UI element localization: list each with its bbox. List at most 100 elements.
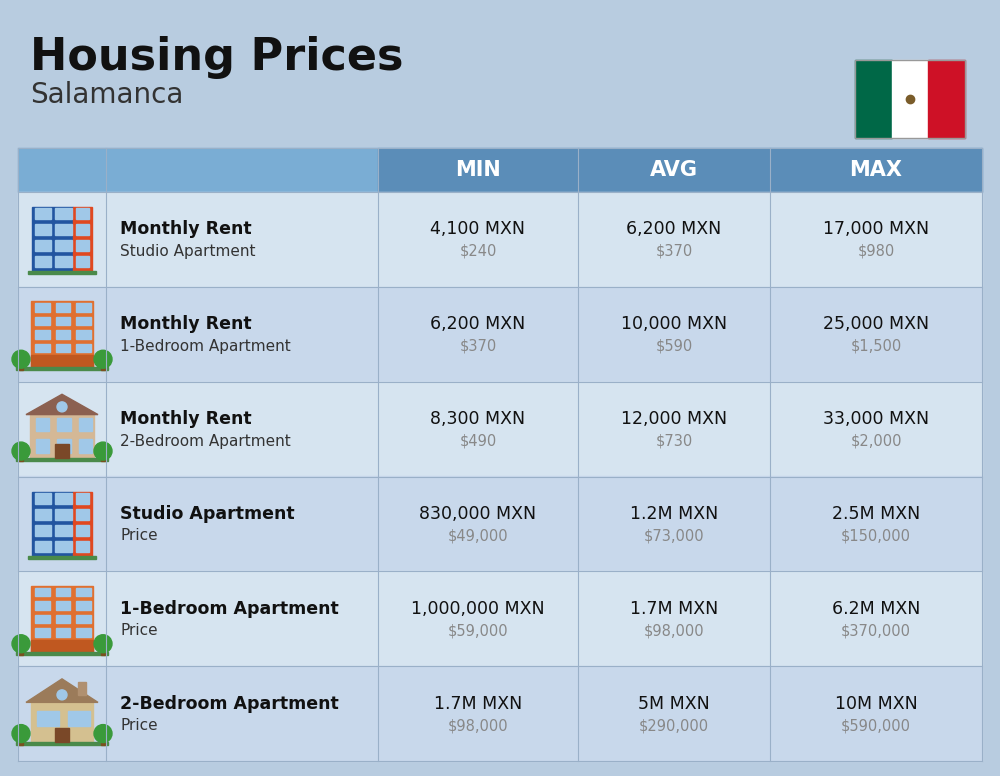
- Bar: [578, 382, 770, 476]
- Bar: [35, 209, 51, 220]
- Bar: [76, 541, 89, 552]
- Text: $73,000: $73,000: [644, 528, 704, 543]
- Bar: [35, 541, 51, 552]
- Bar: [35, 493, 51, 504]
- Bar: [378, 666, 578, 761]
- Bar: [16, 652, 108, 655]
- Bar: [35, 256, 51, 268]
- Polygon shape: [26, 394, 98, 414]
- Text: Housing Prices: Housing Prices: [30, 36, 404, 79]
- Bar: [76, 509, 89, 520]
- Circle shape: [57, 690, 67, 700]
- Bar: [36, 417, 49, 431]
- Text: $150,000: $150,000: [841, 528, 911, 543]
- Bar: [76, 331, 91, 339]
- Bar: [68, 711, 90, 726]
- Bar: [76, 317, 91, 325]
- Text: Studio Apartment: Studio Apartment: [120, 244, 256, 259]
- Bar: [18, 476, 378, 571]
- Text: Salamanca: Salamanca: [30, 81, 183, 109]
- Bar: [18, 382, 378, 476]
- Bar: [55, 728, 69, 742]
- Bar: [35, 587, 50, 596]
- Bar: [378, 382, 578, 476]
- Bar: [770, 382, 982, 476]
- Bar: [55, 224, 72, 235]
- Text: $370,000: $370,000: [841, 623, 911, 638]
- Bar: [101, 451, 105, 461]
- Bar: [578, 148, 770, 192]
- Bar: [35, 525, 51, 536]
- Text: 6.2M MXN: 6.2M MXN: [832, 600, 920, 618]
- Bar: [55, 256, 72, 268]
- Text: 33,000 MXN: 33,000 MXN: [823, 410, 929, 428]
- Circle shape: [57, 402, 67, 412]
- Bar: [770, 571, 982, 666]
- Bar: [55, 541, 72, 552]
- Text: $2,000: $2,000: [850, 434, 902, 449]
- Circle shape: [12, 350, 30, 369]
- Bar: [56, 615, 70, 623]
- Text: $1,500: $1,500: [850, 339, 902, 354]
- Bar: [76, 587, 91, 596]
- Bar: [76, 209, 89, 220]
- Bar: [770, 666, 982, 761]
- Bar: [57, 417, 71, 431]
- Circle shape: [12, 442, 30, 460]
- Bar: [79, 417, 92, 431]
- Bar: [101, 644, 105, 655]
- Text: 2-Bedroom Apartment: 2-Bedroom Apartment: [120, 695, 339, 712]
- Text: $980: $980: [857, 244, 895, 259]
- Bar: [78, 682, 86, 695]
- Circle shape: [94, 635, 112, 653]
- Bar: [19, 733, 23, 745]
- Bar: [578, 476, 770, 571]
- Text: $590: $590: [655, 339, 693, 354]
- Text: $730: $730: [655, 434, 693, 449]
- Text: $290,000: $290,000: [639, 718, 709, 733]
- Bar: [578, 192, 770, 287]
- Bar: [56, 317, 70, 325]
- Bar: [378, 571, 578, 666]
- Bar: [35, 331, 50, 339]
- Bar: [18, 192, 378, 287]
- Text: $240: $240: [459, 244, 497, 259]
- Bar: [18, 571, 378, 666]
- Text: Monthly Rent: Monthly Rent: [120, 410, 252, 428]
- Bar: [55, 525, 72, 536]
- Bar: [76, 303, 91, 312]
- Bar: [30, 414, 94, 458]
- Bar: [56, 601, 70, 610]
- Bar: [31, 586, 93, 652]
- Bar: [31, 301, 93, 367]
- Text: 4,100 MXN: 4,100 MXN: [430, 220, 526, 238]
- Bar: [35, 615, 50, 623]
- Text: $49,000: $49,000: [448, 528, 508, 543]
- Bar: [55, 509, 72, 520]
- Text: Studio Apartment: Studio Apartment: [120, 505, 295, 523]
- Text: 2.5M MXN: 2.5M MXN: [832, 505, 920, 523]
- Text: Price: Price: [120, 623, 158, 638]
- Bar: [28, 556, 96, 559]
- Bar: [19, 359, 23, 370]
- Bar: [101, 359, 105, 370]
- Text: $98,000: $98,000: [644, 623, 704, 638]
- Bar: [32, 492, 73, 556]
- Text: 6,200 MXN: 6,200 MXN: [626, 220, 722, 238]
- Bar: [32, 207, 73, 272]
- Text: Price: Price: [120, 528, 158, 543]
- Circle shape: [12, 725, 30, 743]
- Bar: [56, 331, 70, 339]
- Bar: [76, 344, 91, 352]
- Bar: [578, 666, 770, 761]
- Bar: [55, 444, 69, 458]
- Bar: [855, 60, 965, 138]
- Bar: [76, 601, 91, 610]
- Text: AVG: AVG: [650, 160, 698, 180]
- Text: $59,000: $59,000: [448, 623, 508, 638]
- Text: 1,000,000 MXN: 1,000,000 MXN: [411, 600, 545, 618]
- Text: 6,200 MXN: 6,200 MXN: [430, 315, 526, 333]
- Bar: [56, 303, 70, 312]
- Text: 1.2M MXN: 1.2M MXN: [630, 505, 718, 523]
- Text: Price: Price: [120, 718, 158, 733]
